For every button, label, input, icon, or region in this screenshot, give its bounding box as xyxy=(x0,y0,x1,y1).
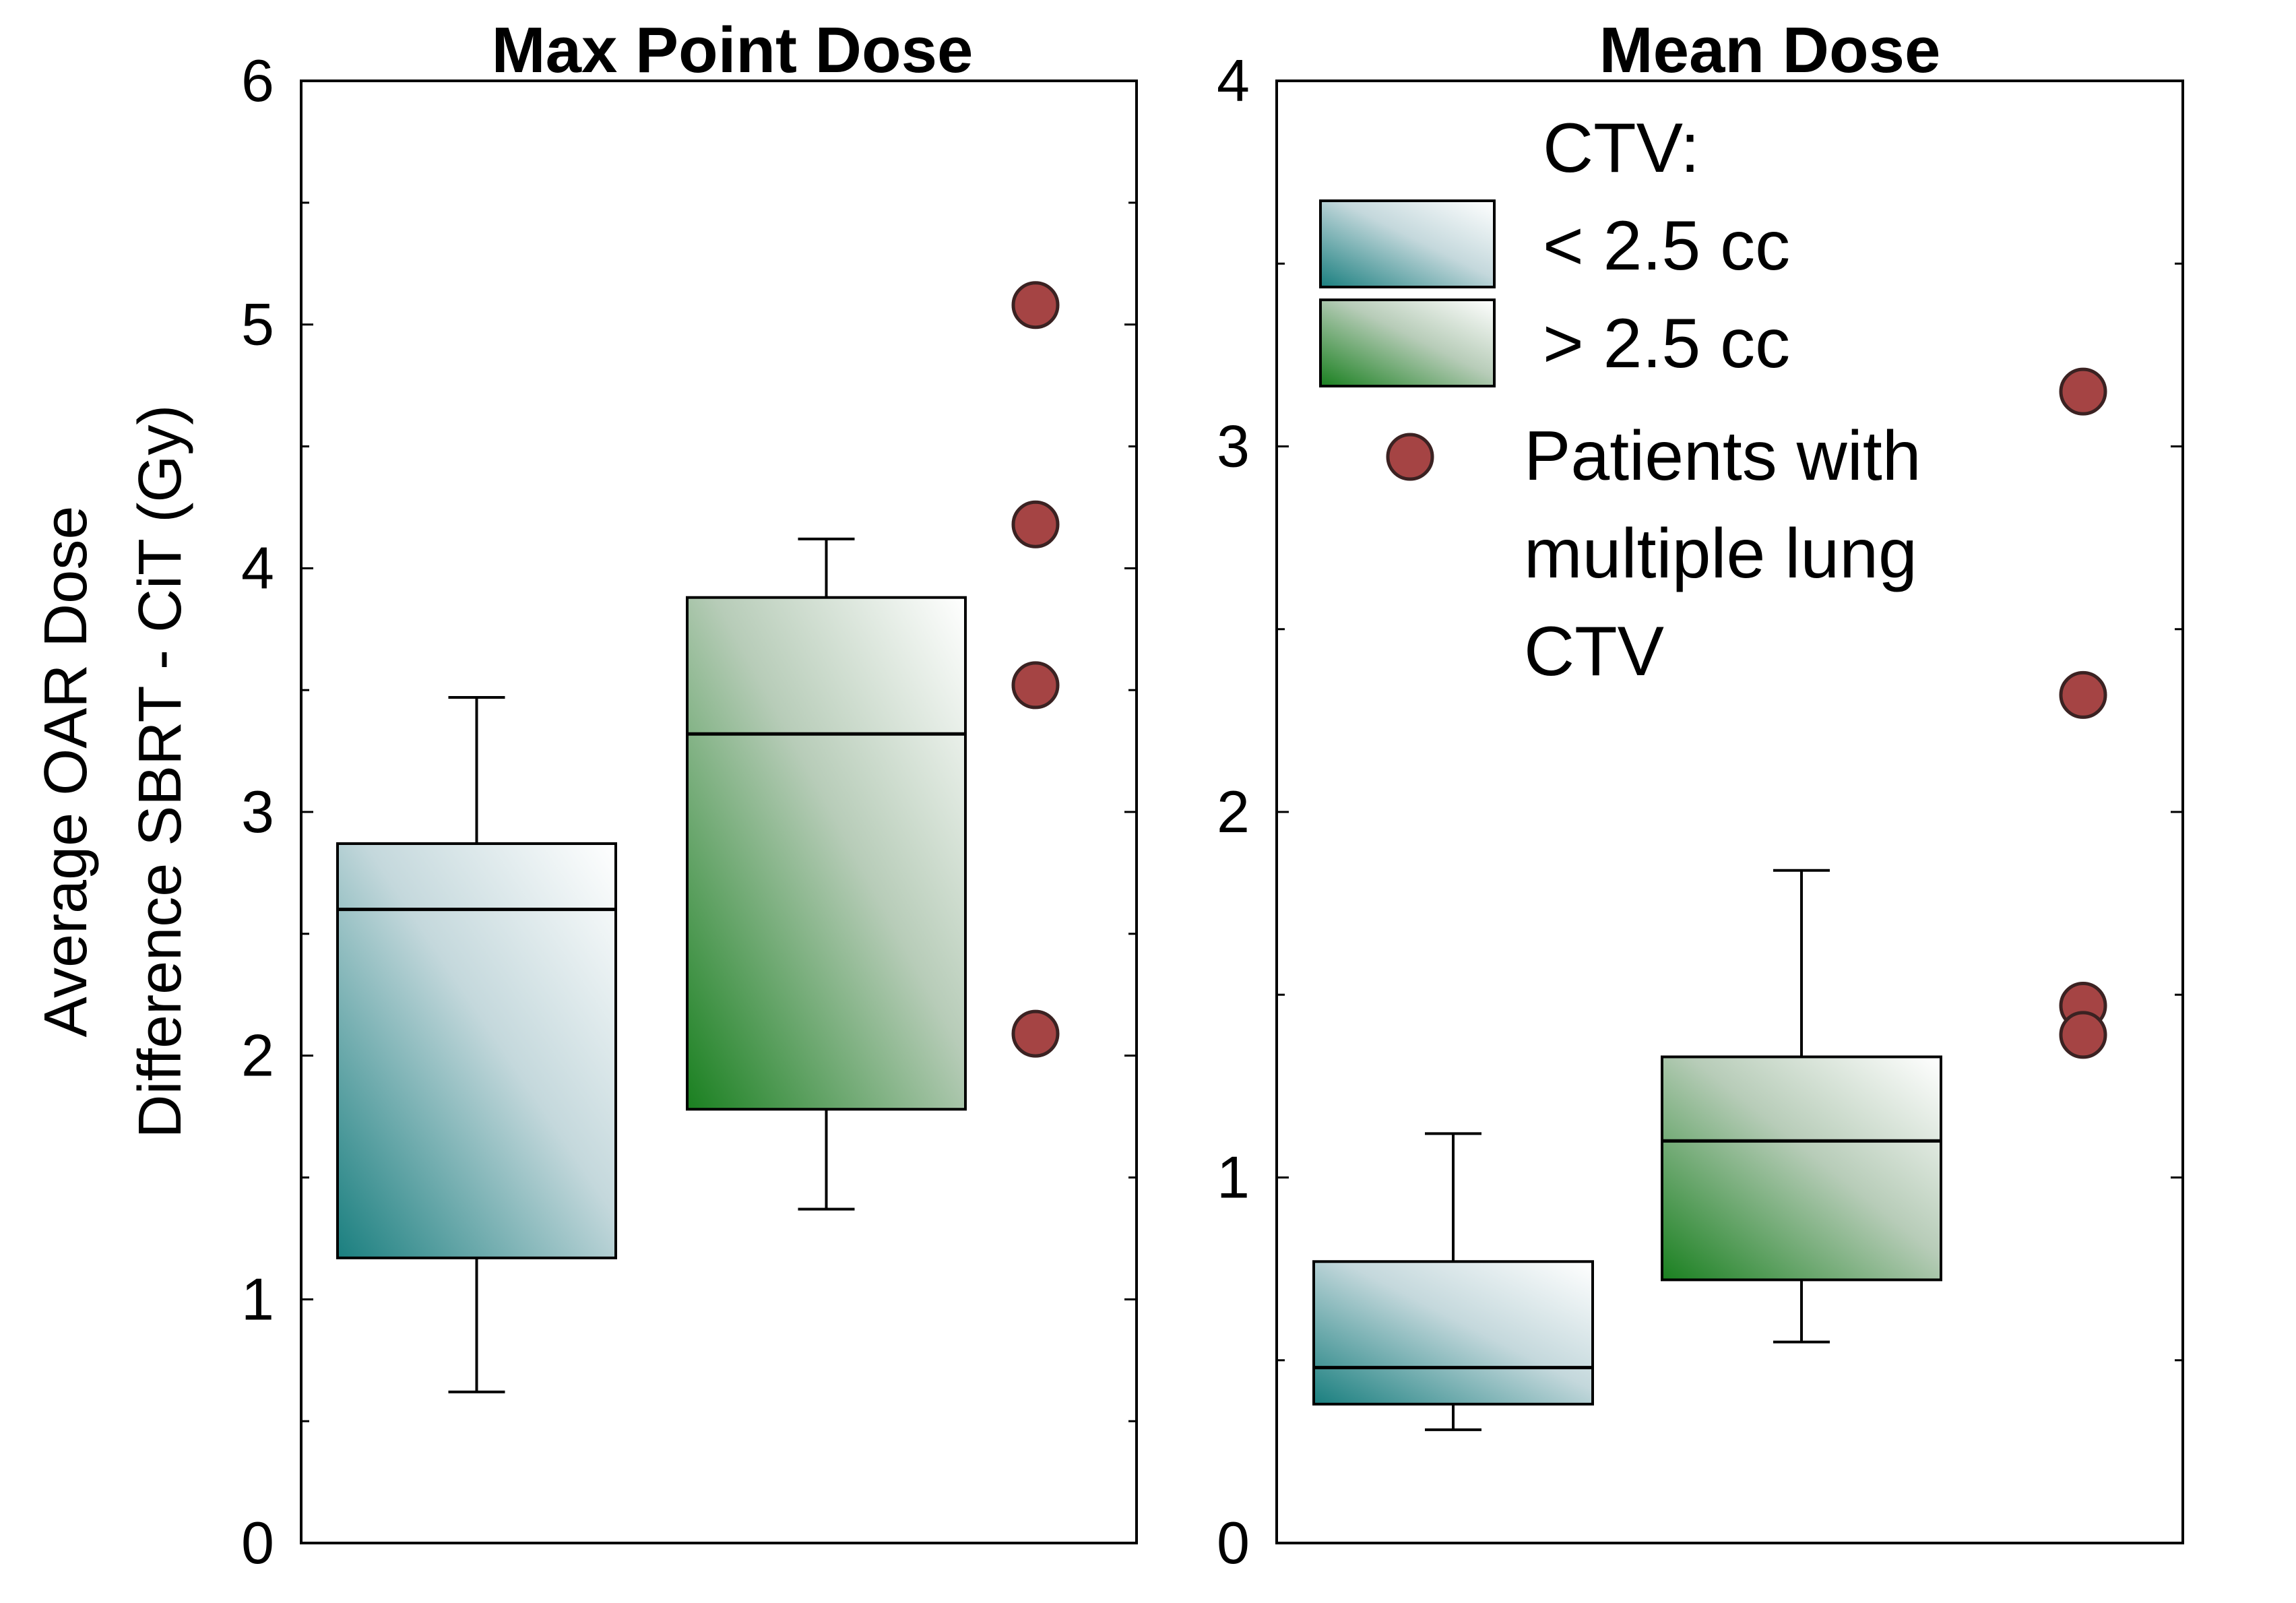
y-tick-label: 6 xyxy=(241,47,274,114)
y-tick-label: 5 xyxy=(241,291,274,358)
legend-point-marker xyxy=(1386,433,1434,481)
legend: CTV: < 2.5 cc > 2.5 cc Patients with mul… xyxy=(1319,109,1921,691)
y-tick-label: 3 xyxy=(1217,413,1250,480)
y-tick-label: 1 xyxy=(1217,1144,1250,1211)
box-plots xyxy=(1312,869,1942,1431)
multi-ctv-point xyxy=(2059,367,2107,416)
y-axis-label-line-1: Average OAR Dose xyxy=(32,506,100,1038)
box-plot-small-ctv xyxy=(336,696,617,1393)
box-plot-large-ctv xyxy=(1661,869,1942,1344)
legend-label-points-line-3: CTV xyxy=(1524,612,1664,691)
max-point-dose-panel: Max Point Dose 0 1 2 3 4 5 6 xyxy=(241,14,1138,1576)
y-ticks: 0 1 2 3 4 xyxy=(1217,47,2183,1576)
multi-ctv-point xyxy=(2059,670,2107,719)
y-axis-label-line-2: Difference SBRT - CiT (Gy) xyxy=(127,405,194,1139)
y-tick-label: 4 xyxy=(241,534,274,601)
mean-dose-panel: Mean Dose 0 1 2 3 4 xyxy=(1217,14,2184,1576)
y-ticks: 0 1 2 3 4 5 6 xyxy=(241,47,1137,1576)
iqr-box xyxy=(1661,1055,1942,1282)
multi-ctv-point xyxy=(1011,1009,1060,1058)
y-tick-label: 3 xyxy=(241,778,274,845)
legend-label-points-line-2: multiple lung xyxy=(1524,515,1917,593)
iqr-box xyxy=(1312,1260,1594,1406)
iqr-box xyxy=(686,596,967,1111)
y-tick-label: 2 xyxy=(1217,778,1250,845)
y-tick-label: 0 xyxy=(241,1509,274,1576)
y-tick-label: 0 xyxy=(1217,1509,1250,1576)
box-plots xyxy=(336,537,967,1393)
multi-ctv-points xyxy=(1011,281,1060,1058)
panel-title-max-point-dose: Max Point Dose xyxy=(492,14,974,86)
multi-ctv-point xyxy=(2059,1011,2107,1059)
panel-title-mean-dose: Mean Dose xyxy=(1599,14,1941,86)
multi-ctv-point xyxy=(1011,281,1060,329)
multi-ctv-point xyxy=(1011,661,1060,710)
y-tick-label: 1 xyxy=(241,1265,274,1332)
legend-label-large-ctv: > 2.5 cc xyxy=(1543,305,1790,383)
y-tick-label: 4 xyxy=(1217,47,1250,114)
box-plot-large-ctv xyxy=(686,537,967,1211)
multi-ctv-point xyxy=(1011,500,1060,548)
legend-label-small-ctv: < 2.5 cc xyxy=(1543,207,1790,285)
box-plot-small-ctv xyxy=(1312,1132,1594,1431)
legend-swatch-small-ctv xyxy=(1319,199,1496,288)
y-tick-label: 2 xyxy=(241,1022,274,1089)
legend-label-points-line-1: Patients with xyxy=(1524,417,1921,495)
multi-ctv-points xyxy=(2059,367,2107,1059)
legend-title: CTV: xyxy=(1543,109,1700,187)
iqr-box xyxy=(336,842,617,1259)
legend-swatch-large-ctv xyxy=(1319,298,1496,387)
